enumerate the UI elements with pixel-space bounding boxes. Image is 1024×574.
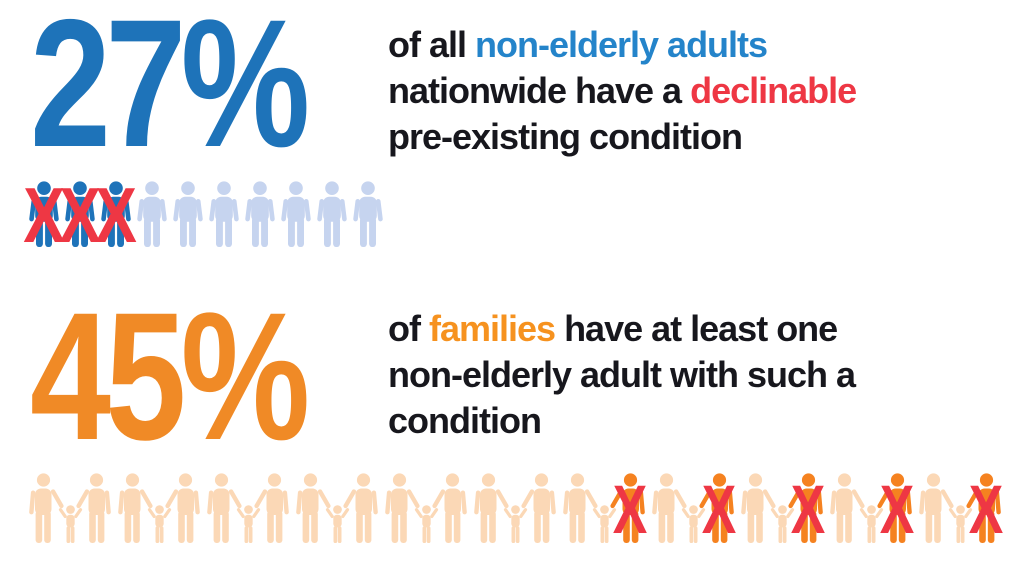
family-icon: X <box>563 472 647 544</box>
family-icon <box>29 472 111 543</box>
person-icon <box>316 181 348 247</box>
child-icon <box>592 505 617 543</box>
person-icon <box>208 181 240 247</box>
family-icon <box>385 472 467 543</box>
child-icon <box>948 505 973 543</box>
caption-text: have at least one <box>555 308 838 349</box>
person-silhouette <box>352 181 384 247</box>
child-icon <box>325 505 350 543</box>
person-silhouette <box>280 181 312 247</box>
stat-value-families: 45% <box>30 274 310 478</box>
child-icon <box>681 505 706 543</box>
family-icon <box>207 472 289 543</box>
person-silhouette <box>136 181 168 247</box>
x-mark-icon: X <box>59 171 101 259</box>
adult-icon <box>830 473 866 543</box>
person-icon: X <box>95 176 137 254</box>
caption-highlight-red: declinable <box>690 70 857 111</box>
adult-icon <box>118 473 154 543</box>
adult-icon <box>919 473 955 543</box>
person-silhouette <box>172 181 204 247</box>
x-mark-icon: X <box>790 471 826 548</box>
family-icon: X <box>741 472 825 544</box>
x-mark-icon: X <box>701 471 737 548</box>
x-mark-icon: X <box>23 171 65 259</box>
caption-text: of all <box>388 24 476 65</box>
person-icon: X <box>23 176 65 254</box>
adult-icon <box>296 473 332 543</box>
child-icon <box>770 505 795 543</box>
child-icon <box>236 505 261 543</box>
child-icon <box>414 505 439 543</box>
family-icon: X <box>652 472 736 544</box>
caption-highlight-blue: non-elderly adults <box>475 24 768 65</box>
caption-text: condition <box>388 400 542 441</box>
caption-text: non-elderly adult with such a <box>388 354 856 395</box>
person-icon <box>172 181 204 247</box>
caption-text: of <box>388 308 429 349</box>
adult-icon <box>474 473 510 543</box>
caption-text: pre-existing condition <box>388 116 743 157</box>
child-icon <box>859 505 884 543</box>
adult-icon <box>75 473 111 543</box>
person-silhouette <box>208 181 240 247</box>
child-icon <box>147 505 172 543</box>
caption-text: nationwide have a <box>388 70 691 111</box>
x-mark-icon: X <box>95 171 137 259</box>
adult-icon <box>385 473 421 543</box>
adult-icon <box>253 473 289 543</box>
person-silhouette <box>244 181 276 247</box>
stat-caption-families: of families have at least one non-elderly… <box>388 306 948 444</box>
person-icon <box>244 181 276 247</box>
child-icon <box>503 505 528 543</box>
person-silhouette <box>316 181 348 247</box>
person-icon <box>136 181 168 247</box>
person-icon: X <box>59 176 101 254</box>
adult-icon <box>520 473 556 543</box>
adult-icon <box>342 473 378 543</box>
adult-icon <box>652 473 688 543</box>
child-icon <box>58 505 83 543</box>
adult-icon <box>741 473 777 543</box>
family-icon: X <box>830 472 914 544</box>
adult-icon <box>207 473 243 543</box>
family-icon: X <box>919 472 1003 544</box>
caption-highlight-orange: families <box>428 308 556 349</box>
person-icon <box>352 181 384 247</box>
x-mark-icon: X <box>612 471 648 548</box>
x-mark-icon: X <box>968 471 1004 548</box>
family-icon <box>118 472 200 543</box>
adult-icon <box>164 473 200 543</box>
adult-icon <box>29 473 65 543</box>
family-icon <box>474 472 556 543</box>
stat-caption-adults: of all non-elderly adults nationwide have… <box>388 22 948 160</box>
family-icon <box>296 472 378 543</box>
person-icon <box>280 181 312 247</box>
stat-value-adults: 27% <box>30 0 310 185</box>
adult-icon <box>563 473 599 543</box>
x-mark-icon: X <box>879 471 915 548</box>
adult-icon <box>431 473 467 543</box>
